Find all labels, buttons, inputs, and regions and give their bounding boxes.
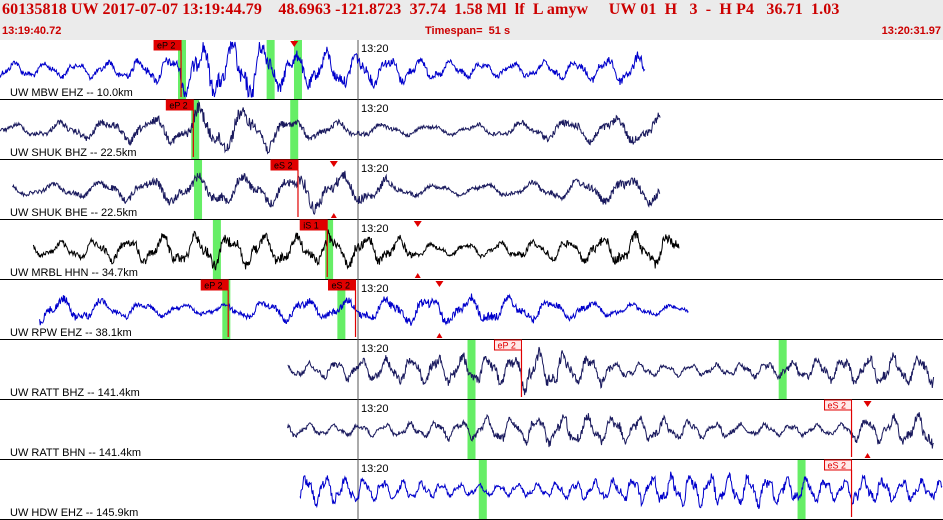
event-summary: 60135818 UW 2017-07-07 13:19:44.79 48.69… xyxy=(2,1,840,18)
waveform[interactable] xyxy=(0,101,661,155)
pick-window[interactable] xyxy=(325,220,334,279)
amplitude-marker-icon[interactable] xyxy=(329,161,338,167)
phase-pick-label: eS 2 xyxy=(828,401,847,411)
trace-row[interactable]: 13:20 eS 2 UW SHUK BHE -- 22.5km xyxy=(0,159,943,220)
waveform[interactable] xyxy=(32,229,680,271)
time-tick-label: 13:20 xyxy=(361,403,389,415)
phase-pick-flag[interactable] xyxy=(200,279,229,291)
waveform[interactable] xyxy=(12,170,661,215)
window-start-time: 13:19:40.72 xyxy=(2,25,62,37)
pick-window[interactable] xyxy=(177,40,186,99)
amplitude-marker-icon[interactable] xyxy=(413,221,422,227)
time-tick-label: 13:20 xyxy=(361,103,389,115)
station-label: UW RATT BHZ -- 141.4km xyxy=(10,387,140,399)
amplitude-marker-icon[interactable] xyxy=(435,281,444,287)
station-label: UW MBW EHZ -- 10.0km xyxy=(10,87,133,99)
phase-pick-flag[interactable] xyxy=(493,339,522,351)
time-tick-label: 13:20 xyxy=(361,343,389,355)
pick-window[interactable] xyxy=(191,100,200,159)
seismogram-panel[interactable]: 13:20 eP 2 UW MBW EHZ -- 10.0km 13:20 eP 2 UW… xyxy=(0,40,943,520)
phase-pick-flag[interactable] xyxy=(299,219,328,231)
pick-window[interactable] xyxy=(222,280,231,339)
amplitude-marker-icon[interactable] xyxy=(436,333,443,338)
event-header: 60135818 UW 2017-07-07 13:19:44.79 48.69… xyxy=(0,0,943,40)
waveform[interactable] xyxy=(39,293,689,326)
station-label: UW SHUK BHE -- 22.5km xyxy=(10,207,137,219)
time-tick-label: 13:20 xyxy=(361,43,389,55)
amplitude-marker-icon[interactable] xyxy=(864,453,871,458)
trace-row[interactable]: 13:20 eP 2 UW MBW EHZ -- 10.0km xyxy=(0,40,943,100)
amplitude-marker-icon[interactable] xyxy=(330,213,337,218)
window-end-time: 13:20:31.97 xyxy=(881,25,941,37)
phase-pick-label: eS 2 xyxy=(828,461,847,471)
pick-window[interactable] xyxy=(467,340,476,399)
phase-pick-label: eP 2 xyxy=(169,101,187,111)
amplitude-marker-icon[interactable] xyxy=(290,41,299,47)
trace-row[interactable]: 13:20 eS 2 UW HDW EHZ -- 145.9km xyxy=(0,459,943,520)
station-label: UW SHUK BHZ -- 22.5km xyxy=(10,147,137,159)
pick-window[interactable] xyxy=(467,400,476,459)
pick-window[interactable] xyxy=(293,40,302,99)
phase-pick-flag[interactable] xyxy=(165,99,194,111)
phase-pick-label: eP 2 xyxy=(157,41,175,51)
station-label: UW RPW EHZ -- 38.1km xyxy=(10,327,132,339)
station-label: UW MRBL HHN -- 34.7km xyxy=(10,267,138,279)
timespan-label: Timespan= 51 s xyxy=(425,25,511,37)
trace-row[interactable]: 13:20 eP 2 UW RATT BHZ -- 141.4km xyxy=(0,339,943,400)
phase-pick-flag[interactable] xyxy=(824,459,853,471)
phase-pick-flag[interactable] xyxy=(270,159,299,171)
pick-window[interactable] xyxy=(290,100,299,159)
station-label: UW HDW EHZ -- 145.9km xyxy=(10,507,138,519)
amplitude-marker-icon[interactable] xyxy=(414,273,421,278)
pick-window[interactable] xyxy=(212,220,221,279)
trace-row[interactable]: 13:20 eP 2 UW SHUK BHZ -- 22.5km xyxy=(0,99,943,160)
time-tick-label: 13:20 xyxy=(361,463,389,475)
phase-pick-flag[interactable] xyxy=(824,399,853,411)
waveform[interactable] xyxy=(299,471,943,510)
pick-window[interactable] xyxy=(266,40,275,99)
waveform[interactable] xyxy=(287,346,935,396)
phase-pick-label: eS 2 xyxy=(274,161,293,171)
time-tick-label: 13:20 xyxy=(361,283,389,295)
trace-row[interactable]: 13:20 eS 2 UW RATT BHN -- 141.4km xyxy=(0,399,943,460)
time-tick-label: 13:20 xyxy=(361,223,389,235)
trace-row[interactable]: 13:20 iS 1 UW MRBL HHN -- 34.7km xyxy=(0,219,943,280)
waveform[interactable] xyxy=(0,40,646,98)
phase-pick-label: eS 2 xyxy=(332,281,351,291)
phase-pick-label: iS 1 xyxy=(303,221,319,231)
pick-window[interactable] xyxy=(194,160,203,219)
waveform[interactable] xyxy=(287,412,934,449)
phase-pick-flag[interactable] xyxy=(328,279,357,291)
phase-pick-flag[interactable] xyxy=(153,40,182,51)
phase-pick-label: eP 2 xyxy=(497,341,515,351)
phase-pick-label: eP 2 xyxy=(204,281,222,291)
station-label: UW RATT BHN -- 141.4km xyxy=(10,447,141,459)
amplitude-marker-icon[interactable] xyxy=(863,401,872,407)
trace-row[interactable]: 13:20 eP 2 eS 2 UW RPW EHZ -- 38.1km xyxy=(0,279,943,340)
time-tick-label: 13:20 xyxy=(361,163,389,175)
